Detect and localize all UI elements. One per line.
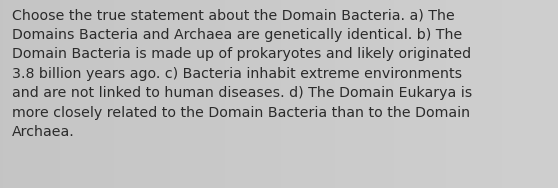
- Text: Choose the true statement about the Domain Bacteria. a) The
Domains Bacteria and: Choose the true statement about the Doma…: [12, 8, 473, 139]
